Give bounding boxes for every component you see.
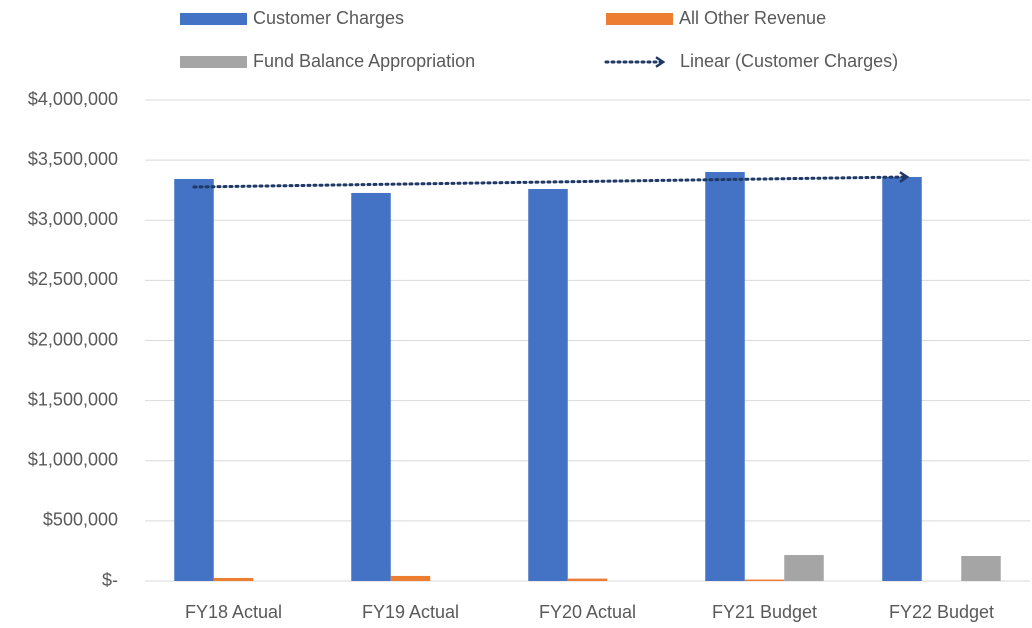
y-tick-label: $500,000 [43,510,118,530]
x-tick-label: FY22 Budget [889,602,994,622]
legend-label: Fund Balance Appropriation [253,51,475,71]
bar [567,578,608,581]
bar [744,579,785,581]
y-tick-label: $2,000,000 [28,329,118,349]
y-tick-label: $1,500,000 [28,389,118,409]
bar [882,176,922,581]
y-tick-label: $4,000,000 [28,89,118,109]
legend-swatch [180,56,247,68]
bar [784,555,824,581]
bar [351,192,391,581]
y-tick-label: $3,500,000 [28,149,118,169]
legend-swatch [606,13,673,25]
y-tick-label: $- [102,570,118,590]
x-tick-label: FY20 Actual [539,602,636,622]
trendline [192,171,910,189]
x-tick-label: FY19 Actual [362,602,459,622]
bar [961,555,1001,581]
bar [390,575,431,581]
y-tick-label: $1,000,000 [28,450,118,470]
bar [213,577,254,581]
legend-swatch [180,13,247,25]
legend-label: Customer Charges [253,8,404,28]
bar [528,188,568,582]
y-tick-label: $3,000,000 [28,209,118,229]
bar [174,179,214,581]
x-tick-label: FY21 Budget [712,602,817,622]
bar [705,172,745,581]
legend-label: Linear (Customer Charges) [680,51,898,71]
x-tick-label: FY18 Actual [185,602,282,622]
legend-label: All Other Revenue [679,8,826,28]
y-tick-label: $2,500,000 [28,269,118,289]
